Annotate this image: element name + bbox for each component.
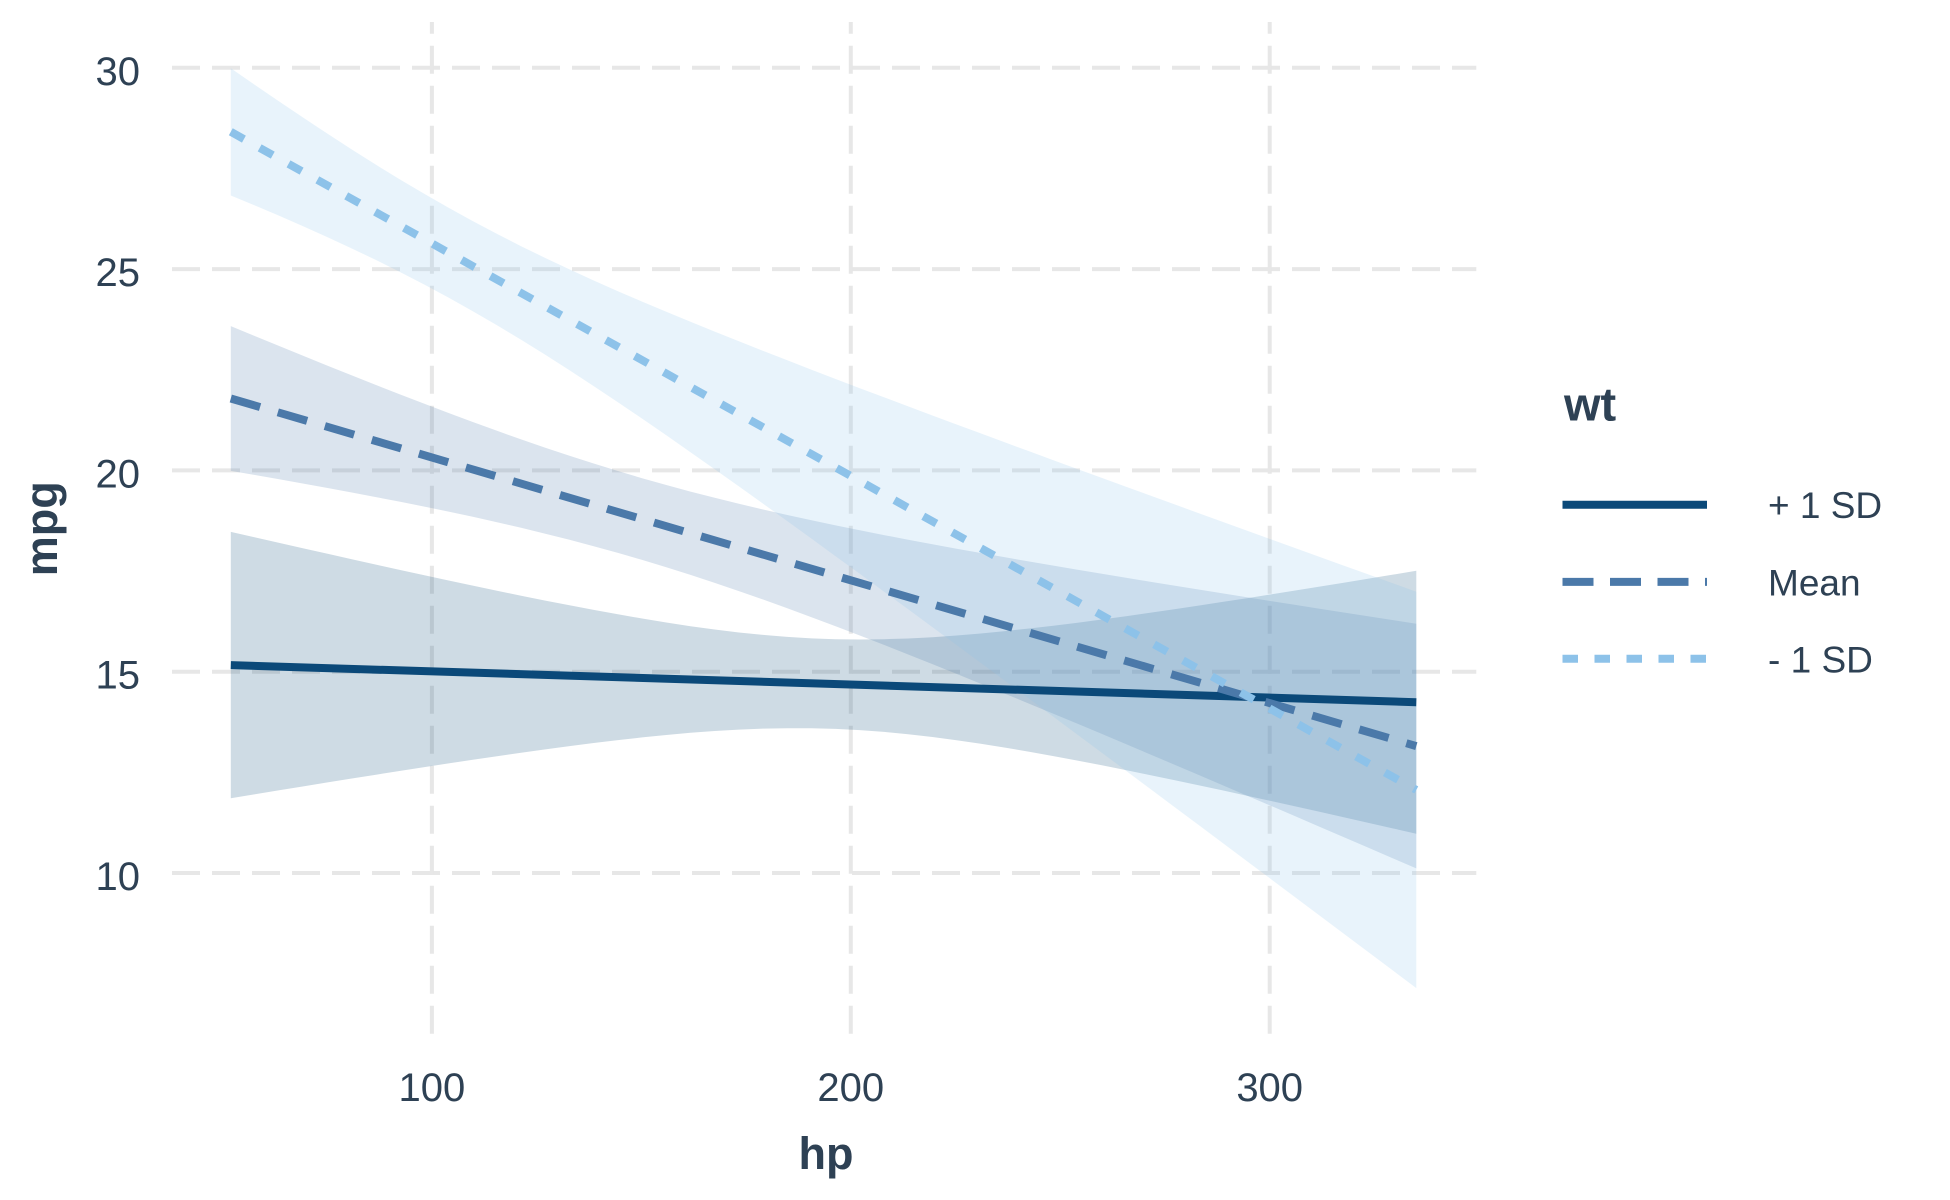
svg-text:Mean: Mean <box>1768 562 1861 603</box>
svg-text:100: 100 <box>399 1066 466 1110</box>
svg-text:- 1 SD: - 1 SD <box>1768 639 1873 680</box>
svg-text:30: 30 <box>96 50 141 94</box>
svg-text:hp: hp <box>799 1128 854 1179</box>
svg-text:20: 20 <box>96 452 141 496</box>
svg-text:200: 200 <box>817 1066 884 1110</box>
svg-text:wt: wt <box>1563 378 1617 431</box>
svg-text:mpg: mpg <box>16 481 67 576</box>
svg-text:15: 15 <box>96 654 141 698</box>
svg-text:10: 10 <box>96 855 141 899</box>
svg-text:+ 1 SD: + 1 SD <box>1768 485 1882 526</box>
svg-text:300: 300 <box>1236 1066 1303 1110</box>
svg-text:25: 25 <box>96 251 141 295</box>
